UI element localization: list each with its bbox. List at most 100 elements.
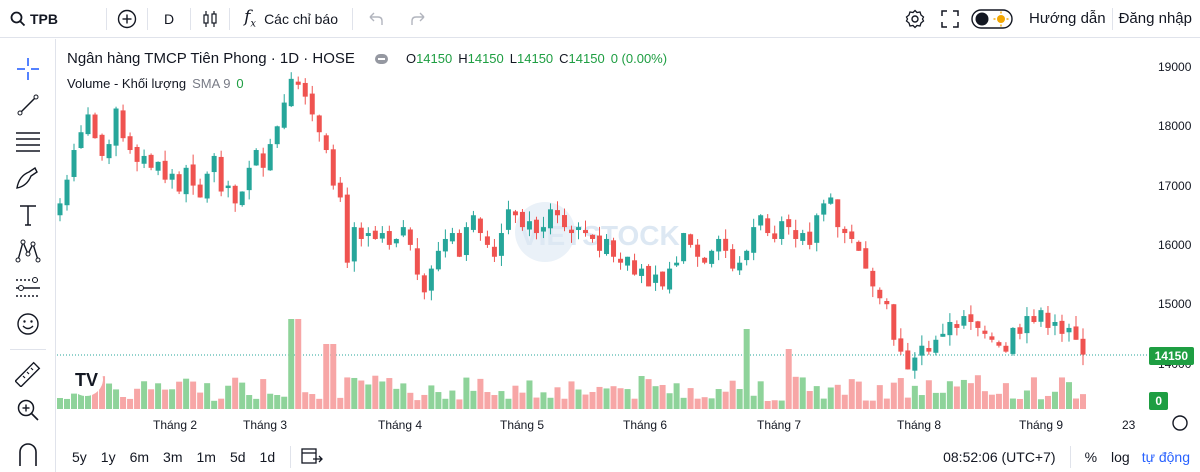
- magnet-tool[interactable]: [13, 439, 43, 469]
- chart-type-button[interactable]: [191, 0, 229, 38]
- range-button-1y[interactable]: 1y: [100, 449, 116, 465]
- volume-bar: [1044, 395, 1051, 409]
- volume-bar: [169, 389, 176, 409]
- candle-body: [1080, 338, 1086, 355]
- fib-tool[interactable]: [13, 126, 43, 156]
- high-label: H: [458, 51, 468, 66]
- volume-bar: [316, 398, 323, 409]
- prediction-tool[interactable]: [13, 273, 43, 303]
- volume-bar: [1080, 394, 1086, 409]
- volume-bar: [946, 381, 953, 409]
- zoom-tool[interactable]: [13, 395, 43, 425]
- volume-bar: [750, 395, 757, 409]
- candle-body: [281, 102, 287, 128]
- volume-bar: [421, 394, 428, 409]
- pattern-tool[interactable]: [13, 236, 43, 266]
- range-button-6m[interactable]: 6m: [129, 449, 150, 465]
- candle-body: [197, 184, 203, 198]
- volume-bar: [897, 378, 904, 409]
- candle-body: [274, 126, 280, 145]
- goto-date-button[interactable]: [301, 446, 324, 469]
- text-tool[interactable]: [13, 200, 43, 230]
- axis-corner-icon[interactable]: [1170, 413, 1190, 433]
- candle-body: [141, 155, 147, 164]
- clock[interactable]: 08:52:06 (UTC+7): [943, 449, 1056, 465]
- volume-bar: [547, 397, 554, 409]
- divider: [147, 7, 148, 30]
- brush-tool[interactable]: [13, 163, 43, 193]
- candle-body: [625, 256, 631, 266]
- crosshair-tool[interactable]: [13, 54, 43, 84]
- symbol-search[interactable]: TPB: [0, 0, 68, 38]
- candle-body: [1038, 310, 1044, 322]
- volume-bar: [127, 398, 134, 409]
- log-toggle[interactable]: log: [1111, 449, 1130, 465]
- divider: [106, 7, 107, 30]
- sma-label: SMA 9: [192, 76, 231, 91]
- candle-body: [674, 262, 680, 266]
- settings-button[interactable]: [897, 0, 933, 38]
- candle-body: [85, 114, 91, 135]
- candle-body: [393, 238, 399, 244]
- compare-button[interactable]: [107, 0, 147, 38]
- auto-toggle[interactable]: tự động: [1141, 449, 1190, 465]
- trendline-tool[interactable]: [13, 90, 43, 120]
- legend-collapse-icon[interactable]: [374, 53, 388, 64]
- candle-body: [505, 209, 511, 230]
- range-button-3m[interactable]: 3m: [163, 449, 183, 465]
- volume-bar: [540, 392, 547, 409]
- volume-bar: [365, 384, 372, 409]
- range-button-5d[interactable]: 5d: [229, 449, 246, 465]
- volume-bar: [974, 375, 981, 409]
- volume-bar: [813, 386, 820, 409]
- redo-button[interactable]: [397, 0, 441, 38]
- percent-toggle[interactable]: %: [1084, 449, 1098, 465]
- volume-bar: [582, 394, 589, 409]
- candle-body: [926, 348, 932, 352]
- smiley-icon: [17, 313, 39, 335]
- price-tick-label: 15000: [1158, 297, 1192, 312]
- volume-bar: [981, 391, 988, 409]
- volume-bar: [106, 383, 113, 409]
- volume-bar: [1065, 382, 1072, 409]
- candle-body: [484, 236, 490, 245]
- range-button-1d[interactable]: 1d: [259, 449, 276, 465]
- volume-bar: [78, 388, 85, 409]
- candle-body: [554, 210, 560, 216]
- volume-bar: [876, 385, 883, 409]
- volume-bar: [967, 383, 974, 409]
- candle-body: [204, 173, 210, 199]
- indicators-button[interactable]: fx Các chỉ báo: [230, 0, 352, 38]
- guide-link[interactable]: Hướng dẫn: [1017, 0, 1112, 38]
- theme-toggle[interactable]: [967, 0, 1017, 38]
- candle-body: [148, 154, 154, 168]
- undo-button[interactable]: [353, 0, 397, 38]
- login-link[interactable]: Đăng nhập: [1113, 0, 1200, 38]
- icon-tool[interactable]: [13, 309, 43, 339]
- candle-body: [863, 248, 869, 269]
- range-button-1m[interactable]: 1m: [196, 449, 216, 465]
- candle-body: [786, 219, 792, 228]
- volume-bar: [302, 392, 309, 409]
- candle-body: [723, 238, 729, 251]
- interval-button[interactable]: D: [148, 0, 190, 38]
- undo-icon: [369, 12, 383, 25]
- volume-bar: [1072, 398, 1079, 409]
- candle-body: [975, 321, 981, 328]
- volume-bar: [799, 377, 806, 409]
- volume-bar: [1037, 399, 1044, 409]
- price-chart[interactable]: VIETSTOCK TV: [57, 39, 1200, 472]
- range-button-5y[interactable]: 5y: [72, 449, 87, 465]
- candle-body: [449, 233, 455, 242]
- volume-bar: [1058, 377, 1065, 409]
- ruler-tool[interactable]: [13, 359, 43, 389]
- fullscreen-button[interactable]: [933, 0, 967, 38]
- zoom-in-icon: [17, 399, 39, 421]
- candle-body: [323, 135, 329, 151]
- candle-body: [779, 221, 785, 239]
- volume-bar: [631, 398, 638, 409]
- volume-bar: [953, 386, 960, 409]
- tv-logo[interactable]: TV: [69, 362, 103, 396]
- fullscreen-icon: [941, 9, 959, 28]
- candle-body: [379, 233, 385, 239]
